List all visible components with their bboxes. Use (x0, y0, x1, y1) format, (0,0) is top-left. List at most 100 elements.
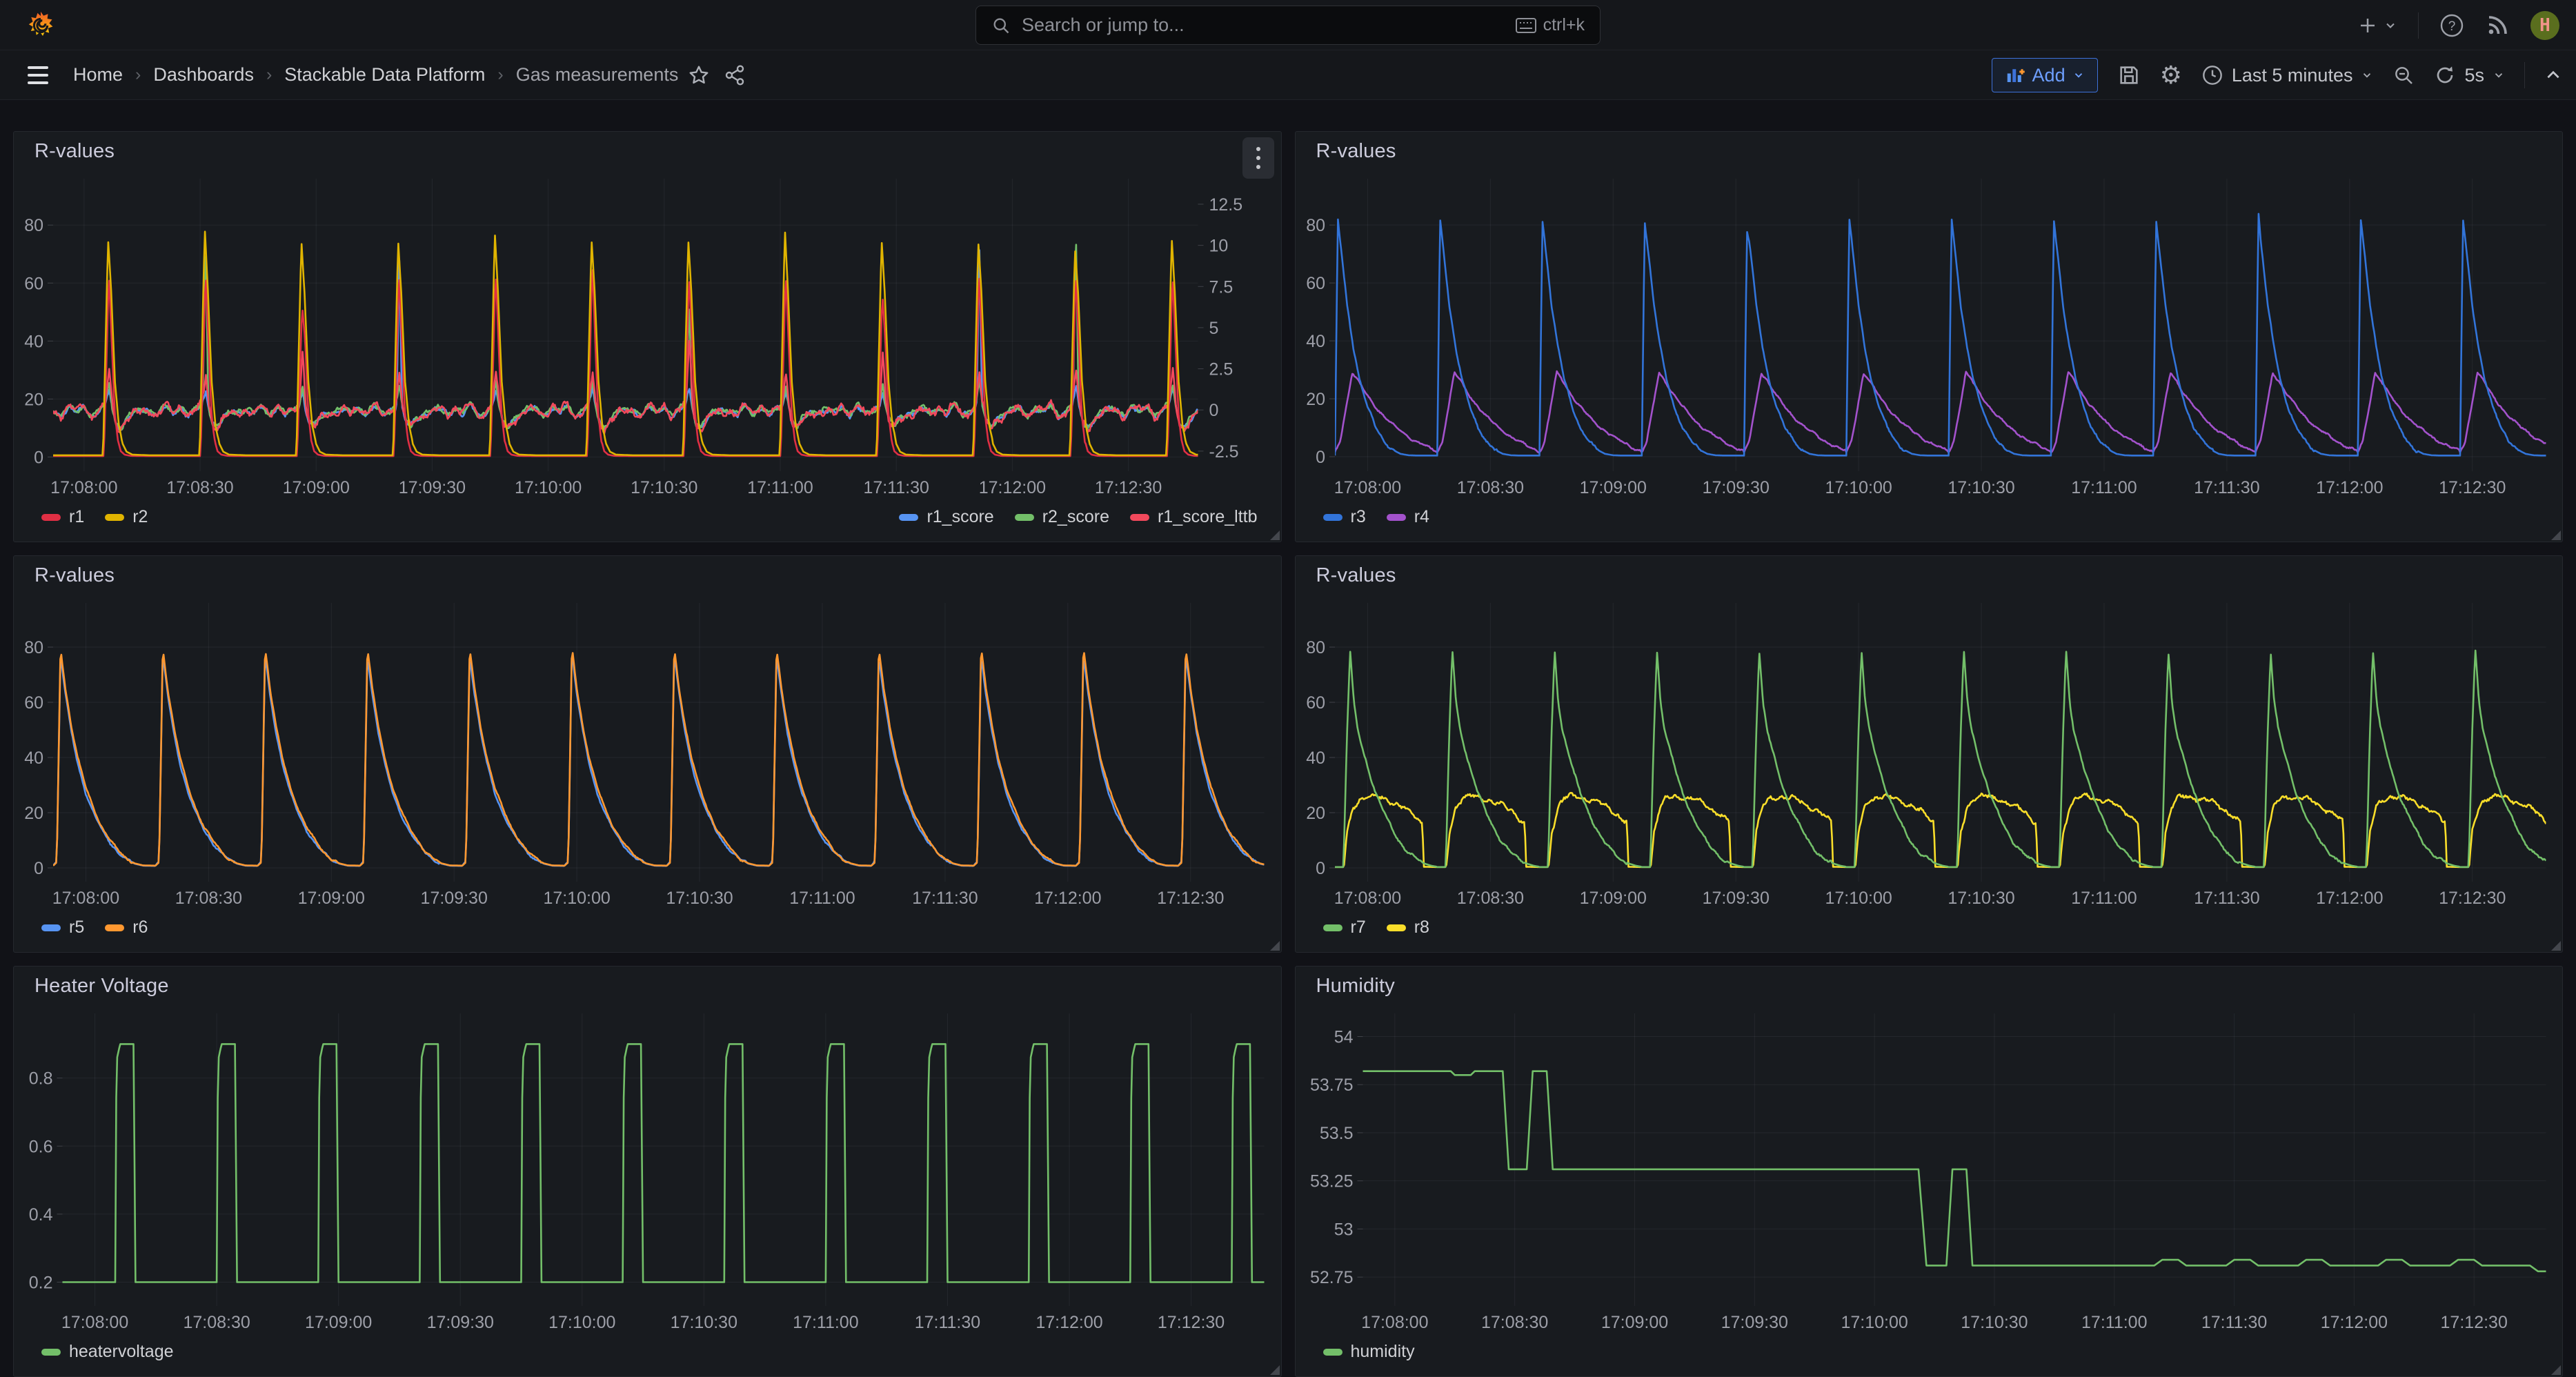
legend-item-r8[interactable]: r8 (1386, 918, 1429, 938)
menu-toggle-button[interactable] (28, 66, 48, 84)
svg-text:80: 80 (24, 216, 43, 235)
dashboard-settings-button[interactable]: ⚙ (2160, 63, 2182, 88)
zoom-out-time-button[interactable] (2392, 64, 2415, 86)
refresh-picker[interactable]: 5s (2434, 64, 2505, 86)
legend-label: r3 (1350, 507, 1366, 526)
search-input[interactable]: Search or jump to... ctrl+k (975, 6, 1601, 45)
legend-item-r2[interactable]: r2 (105, 507, 148, 527)
legend-swatch (1322, 513, 1343, 521)
favorite-star-icon[interactable] (688, 64, 710, 86)
timeseries-chart-r7-r8[interactable]: 17:08:00 17:08:30 17:09:00 17:09:30 17:10:00… (1296, 588, 2563, 913)
svg-text:17:11:30: 17:11:30 (2194, 478, 2259, 497)
svg-text:17:09:30: 17:09:30 (427, 1313, 494, 1332)
user-avatar[interactable]: H (2530, 10, 2559, 40)
panel-header[interactable]: R-values (14, 132, 1281, 164)
svg-text:17:12:30: 17:12:30 (2439, 889, 2506, 908)
legend-item-r2_score[interactable]: r2_score (1014, 507, 1109, 527)
news-button[interactable] (2485, 13, 2510, 38)
timeseries-chart-r5-r6[interactable]: 17:08:00 17:08:30 17:09:00 17:09:30 17:10:00… (14, 588, 1281, 913)
svg-text:17:12:30: 17:12:30 (2440, 1313, 2507, 1332)
svg-text:60: 60 (24, 693, 43, 713)
legend-item-r1[interactable]: r1 (41, 507, 84, 527)
panel-resize-handle[interactable] (2551, 941, 2561, 951)
share-icon[interactable] (724, 64, 746, 86)
svg-text:17:11:00: 17:11:00 (2071, 478, 2137, 497)
panel-resize-handle[interactable] (1269, 531, 1280, 540)
chevron-down-icon (2386, 23, 2395, 28)
gear-icon: ⚙ (2159, 61, 2182, 89)
help-icon: ? (2440, 14, 2464, 37)
refresh-icon (2437, 66, 2453, 83)
legend-item-r7[interactable]: r7 (1322, 918, 1366, 938)
svg-text:17:08:30: 17:08:30 (175, 889, 242, 908)
panel-header[interactable]: R-values (1296, 556, 2563, 588)
svg-text:17:11:30: 17:11:30 (2194, 889, 2259, 908)
series-r1_score_lttb (53, 339, 1198, 435)
panel-resize-handle[interactable] (1269, 941, 1280, 951)
legend-item-heatervoltage[interactable]: heatervoltage (41, 1342, 174, 1362)
save-dashboard-button[interactable] (2117, 63, 2141, 87)
legend-item-r4[interactable]: r4 (1386, 507, 1429, 527)
panel-title: R-values (34, 139, 115, 162)
legend-swatch (1386, 924, 1406, 931)
panel-header[interactable]: R-values (14, 556, 1281, 588)
keyboard-icon (1515, 17, 1536, 33)
panel-menu-button[interactable] (1242, 137, 1274, 179)
legend-label: heatervoltage (69, 1342, 174, 1361)
svg-text:20: 20 (1306, 804, 1325, 823)
panel-header[interactable]: R-values (1296, 132, 2563, 164)
breadcrumb-current: Gas measurements (515, 64, 679, 85)
panel-resize-handle[interactable] (1269, 1365, 1280, 1375)
add-button-label: Add (2032, 64, 2065, 86)
svg-text:12.5: 12.5 (1209, 195, 1243, 215)
series-r3 (1334, 212, 2546, 457)
series-r1_score (53, 249, 1198, 431)
svg-text:17:08:00: 17:08:00 (1334, 889, 1400, 908)
help-button[interactable]: ? (2439, 13, 2464, 38)
legend-item-r6[interactable]: r6 (105, 918, 148, 938)
svg-text:17:08:30: 17:08:30 (1456, 478, 1523, 497)
timeseries-chart-r3-r4[interactable]: 17:08:00 17:08:30 17:09:00 17:09:30 17:10:00… (1296, 164, 2563, 503)
legend-item-humidity[interactable]: humidity (1322, 1342, 1415, 1362)
rss-icon (2488, 15, 2507, 34)
panel-resize-handle[interactable] (2551, 531, 2561, 540)
legend-item-r3[interactable]: r3 (1322, 507, 1366, 527)
svg-text:17:12:00: 17:12:00 (2316, 478, 2383, 497)
time-range-picker[interactable]: Last 5 minutes (2201, 64, 2374, 86)
svg-text:17:09:00: 17:09:00 (305, 1313, 372, 1332)
svg-text:17:12:30: 17:12:30 (2439, 478, 2506, 497)
legend-label: r2_score (1042, 507, 1109, 526)
panel-title: Heater Voltage (34, 974, 169, 997)
breadcrumb-separator: › (135, 65, 141, 84)
svg-text:0: 0 (1209, 401, 1219, 420)
panel-header[interactable]: Heater Voltage (14, 967, 1281, 998)
svg-text:17:11:30: 17:11:30 (915, 1313, 980, 1332)
legend-swatch (1322, 1348, 1343, 1356)
breadcrumb-home[interactable]: Home (73, 64, 123, 85)
breadcrumb-dashboards[interactable]: Dashboards (153, 64, 254, 85)
breadcrumb-folder[interactable]: Stackable Data Platform (284, 64, 486, 85)
panel-header[interactable]: Humidity (1296, 967, 2563, 998)
new-menu-button[interactable] (2357, 15, 2397, 36)
timeseries-chart-r1-r2[interactable]: 17:08:00 17:08:30 17:09:00 17:09:30 17:10:00… (14, 164, 1281, 503)
legend-item-r1_score[interactable]: r1_score (899, 507, 994, 527)
svg-text:17:09:00: 17:09:00 (1579, 889, 1646, 908)
collapse-bar-button[interactable] (2544, 66, 2562, 84)
svg-text:54: 54 (1334, 1027, 1353, 1047)
chevron-down-icon (2495, 73, 2503, 78)
grafana-logo[interactable] (26, 10, 56, 41)
panel-r-values-2: R-values 17:08:00 17:08:30 17:09:00 17:09:3… (1294, 131, 2563, 542)
svg-text:60: 60 (1306, 693, 1325, 713)
legend-swatch (1129, 513, 1149, 521)
legend-swatch (105, 924, 125, 931)
legend-item-r5[interactable]: r5 (41, 918, 84, 938)
panel-resize-handle[interactable] (2551, 1365, 2561, 1375)
toolbar-divider (2524, 62, 2525, 88)
svg-text:17:08:00: 17:08:00 (1361, 1313, 1428, 1332)
timeseries-chart-humidity[interactable]: 17:08:00 17:08:30 17:09:00 17:09:30 17:10:00… (1296, 998, 2563, 1338)
svg-text:17:10:00: 17:10:00 (1825, 478, 1892, 497)
panel-legend: r1 r2 r1_score r2_score r1_score_lttb (14, 503, 1281, 542)
legend-item-r1_score_lttb[interactable]: r1_score_lttb (1129, 507, 1258, 527)
timeseries-chart-heatervoltage[interactable]: 17:08:00 17:08:30 17:09:00 17:09:30 17:10:00… (14, 998, 1281, 1338)
add-panel-button[interactable]: Add (1991, 58, 2098, 92)
